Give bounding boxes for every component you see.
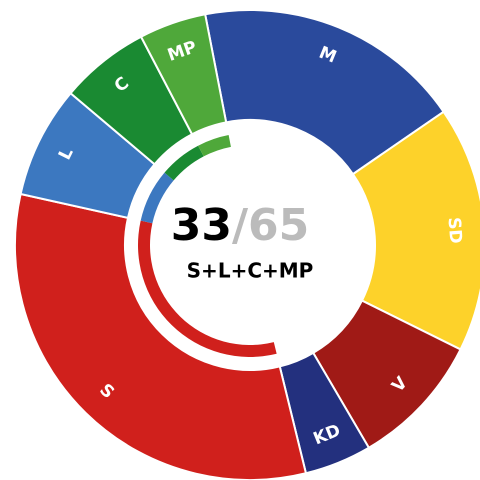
coalition-arc xyxy=(138,220,277,357)
segment xyxy=(139,13,228,136)
center-total: /65 xyxy=(232,200,309,251)
segment xyxy=(14,192,308,480)
coalition-arc xyxy=(164,145,204,181)
coalition-arc xyxy=(140,172,174,224)
coalition-arc xyxy=(198,135,231,157)
center-label: S+L+C+MP xyxy=(187,259,314,283)
segment-label: SD xyxy=(444,217,466,245)
segment-label: M xyxy=(316,43,339,68)
segment xyxy=(203,9,445,176)
center-count: 33/65 xyxy=(171,200,310,251)
center-value: 33 xyxy=(171,200,232,251)
segment xyxy=(351,110,480,351)
